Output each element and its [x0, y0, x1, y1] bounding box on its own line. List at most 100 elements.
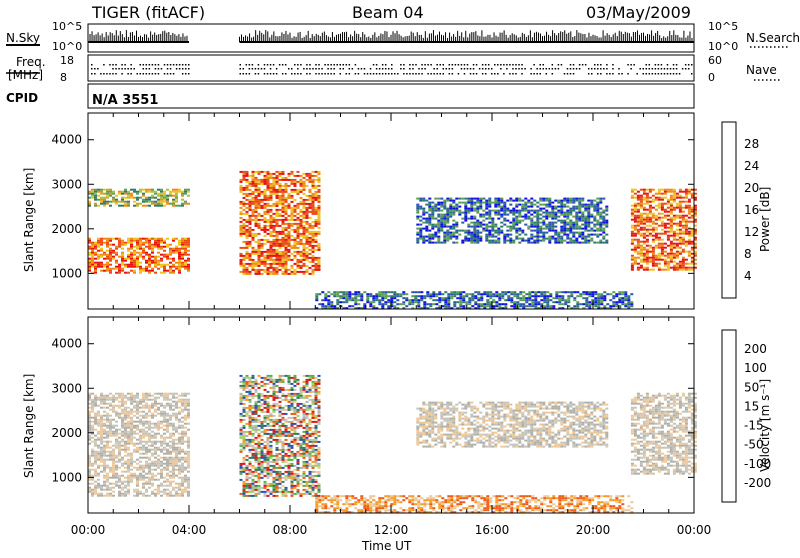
echo-cell — [476, 232, 479, 234]
echo-cell — [181, 244, 184, 246]
echo-cell — [670, 209, 673, 211]
echo-cell — [345, 293, 348, 295]
freq-dot — [343, 64, 345, 66]
freq-dot — [670, 73, 672, 75]
echo-cell — [588, 305, 591, 307]
echo-cell — [178, 256, 181, 258]
echo-cell — [566, 216, 569, 218]
echo-cell — [112, 469, 115, 471]
echo-cell — [306, 241, 309, 243]
echo-cell — [477, 303, 480, 305]
echo-cell — [276, 261, 279, 263]
echo-cell — [163, 193, 166, 195]
echo-cell — [124, 258, 127, 260]
echo-cell — [285, 229, 288, 231]
echo-cell — [106, 193, 109, 195]
echo-cell — [118, 443, 121, 445]
echo-cell — [240, 189, 243, 191]
echo-cell — [685, 193, 688, 195]
echo-cell — [531, 303, 534, 305]
echo-cell — [630, 303, 633, 305]
echo-cell — [127, 397, 130, 399]
echo-cell — [685, 225, 688, 227]
freq-dot — [264, 64, 266, 66]
freq-dot — [146, 64, 148, 66]
echo-cell — [100, 487, 103, 489]
echo-cell — [431, 206, 434, 208]
echo-cell — [109, 238, 112, 240]
echo-cell — [485, 214, 488, 216]
echo-cell — [549, 293, 552, 295]
echo-cell — [312, 251, 315, 253]
echo-cell — [282, 203, 285, 205]
echo-cell — [348, 299, 351, 301]
echo-cell — [276, 237, 279, 239]
echo-cell — [109, 489, 112, 491]
echo-cell — [664, 269, 667, 271]
echo-cell — [112, 449, 115, 451]
echo-cell — [106, 485, 109, 487]
echo-cell — [258, 183, 261, 185]
echo-cell — [312, 195, 315, 197]
echo-cell — [631, 263, 634, 265]
echo-cell — [127, 238, 130, 240]
echo-cell — [491, 240, 494, 242]
echo-cell — [536, 206, 539, 208]
echo-cell — [637, 203, 640, 205]
echo-cell — [539, 198, 542, 200]
echo-cell — [181, 191, 184, 193]
echo-cell — [533, 210, 536, 212]
echo-cell — [664, 233, 667, 235]
freq-dot — [436, 64, 438, 66]
echo-cell — [360, 295, 363, 297]
echo-cell — [276, 201, 279, 203]
echo-cell — [473, 208, 476, 210]
echo-cell — [539, 210, 542, 212]
echo-cell — [587, 240, 590, 242]
echo-cell — [422, 200, 425, 202]
echo-cell — [282, 191, 285, 193]
echo-cell — [157, 242, 160, 244]
echo-cell — [315, 221, 318, 223]
echo-cell — [464, 212, 467, 214]
echo-cell — [118, 268, 121, 270]
freq-dot — [530, 68, 532, 70]
echo-cell — [381, 303, 384, 305]
echo-cell — [100, 395, 103, 397]
echo-cell — [612, 305, 615, 307]
echo-cell — [288, 219, 291, 221]
echo-cell — [551, 212, 554, 214]
freq-dot — [155, 68, 157, 70]
echo-cell — [243, 173, 246, 175]
echo-cell — [593, 208, 596, 210]
echo-cell — [255, 241, 258, 243]
echo-cell — [476, 236, 479, 238]
echo-cell — [554, 222, 557, 224]
echo-cell — [264, 243, 267, 245]
echo-cell — [509, 204, 512, 206]
freq-dot — [164, 73, 166, 75]
echo-cell — [160, 242, 163, 244]
freq-dot — [121, 73, 123, 75]
freq-dot — [282, 73, 284, 75]
freq-dot — [294, 73, 296, 75]
echo-cell — [154, 260, 157, 262]
echo-cell — [440, 216, 443, 218]
echo-cell — [91, 465, 94, 467]
echo-cell — [440, 202, 443, 204]
echo-cell — [97, 242, 100, 244]
freq-dot — [667, 73, 669, 75]
echo-cell — [649, 233, 652, 235]
echo-cell — [172, 250, 175, 252]
echo-cell — [258, 269, 261, 271]
echo-cell — [449, 206, 452, 208]
freq-dot — [588, 68, 590, 70]
echo-cell — [685, 205, 688, 207]
echo-cell — [115, 439, 118, 441]
echo-cell — [115, 443, 118, 445]
freq-dot — [309, 68, 311, 70]
echo-cell — [682, 241, 685, 243]
echo-cell — [285, 199, 288, 201]
echo-cell — [673, 233, 676, 235]
echo-cell — [127, 266, 130, 268]
